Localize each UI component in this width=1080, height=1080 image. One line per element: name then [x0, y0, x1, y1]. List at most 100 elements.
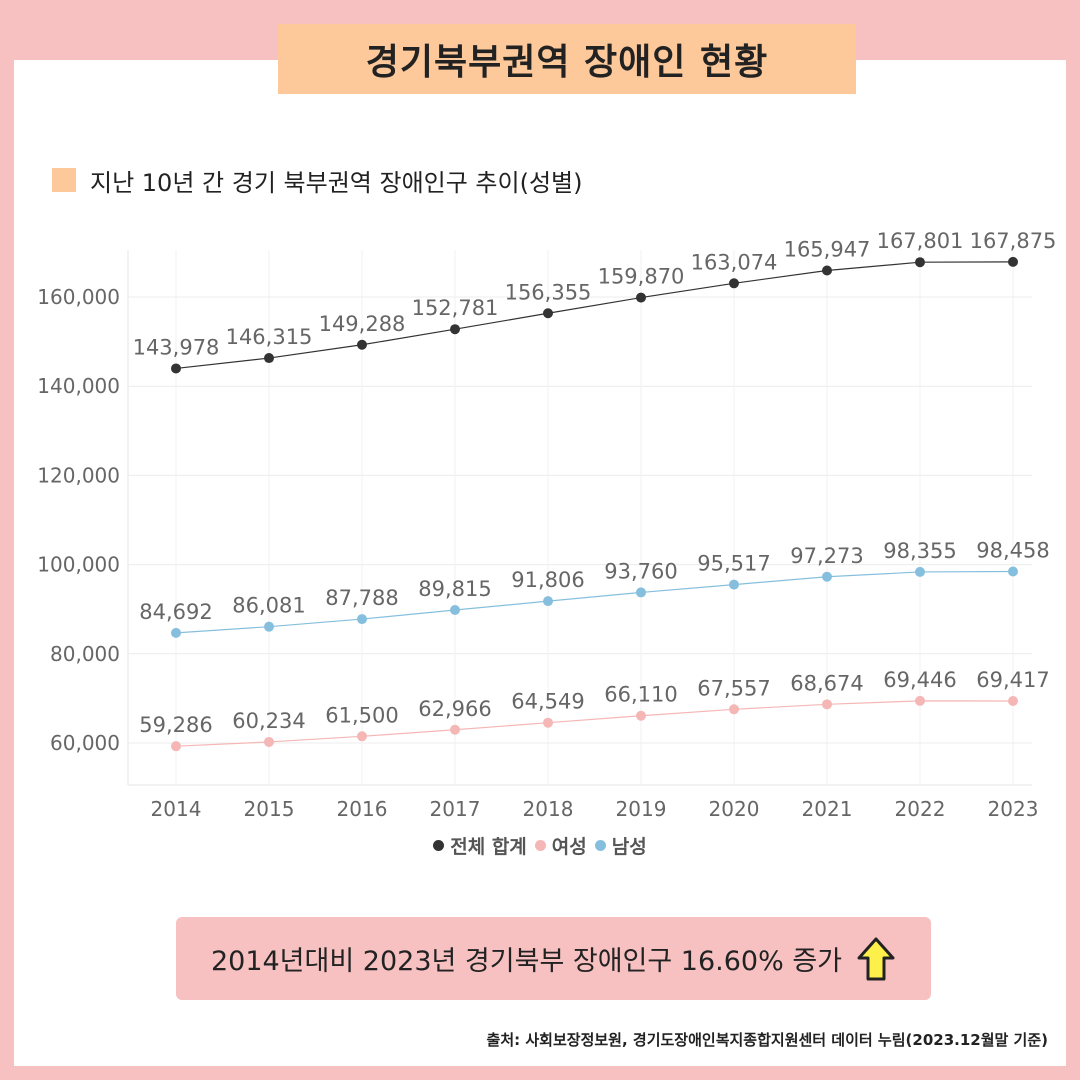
- x-tick-label: 2023: [988, 797, 1039, 821]
- summary-box: 2014년대비 2023년 경기북부 장애인구 16.60% 증가: [176, 917, 931, 1000]
- data-label: 98,458: [976, 538, 1049, 562]
- data-label: 97,273: [790, 544, 863, 568]
- y-tick-label: 160,000: [37, 285, 120, 309]
- data-point: [357, 339, 367, 350]
- legend-dot-icon: [594, 840, 606, 851]
- data-point: [822, 265, 832, 276]
- series-line: [175, 261, 1014, 370]
- x-tick-label: 2022: [895, 797, 946, 821]
- data-label: 69,446: [883, 668, 956, 692]
- data-label: 156,355: [505, 280, 592, 304]
- data-point: [915, 257, 925, 268]
- series-line: [175, 700, 1014, 747]
- data-point: [357, 731, 367, 742]
- data-label: 62,966: [418, 697, 491, 721]
- data-label: 64,549: [511, 690, 584, 714]
- x-tick-label: 2016: [337, 797, 388, 821]
- data-label: 59,286: [139, 713, 212, 737]
- data-point: [1008, 256, 1018, 267]
- data-label: 69,417: [976, 668, 1049, 692]
- legend-label: 남성: [611, 836, 647, 858]
- data-label: 93,760: [604, 559, 677, 583]
- summary-text: 2014년대비 2023년 경기북부 장애인구 16.60% 증가: [210, 946, 843, 977]
- data-label: 98,355: [883, 539, 956, 563]
- data-point: [543, 596, 553, 607]
- data-point: [450, 605, 460, 616]
- data-label: 146,315: [226, 325, 313, 349]
- data-label: 67,557: [697, 676, 770, 700]
- legend-dot-icon: [534, 840, 546, 851]
- legend-item: 여성: [534, 832, 587, 859]
- x-tick-label: 2014: [151, 797, 202, 821]
- y-tick-label: 60,000: [50, 731, 120, 755]
- data-point: [264, 621, 274, 632]
- data-label: 68,674: [790, 671, 863, 695]
- x-tick-label: 2020: [709, 797, 760, 821]
- y-tick-label: 140,000: [37, 374, 120, 398]
- data-point: [915, 566, 925, 577]
- data-point: [171, 741, 181, 752]
- y-tick-label: 80,000: [50, 642, 120, 666]
- data-label: 149,288: [319, 312, 406, 336]
- subtitle-text: 지난 10년 간 경기 북부권역 장애인구 추이(성별): [90, 168, 583, 197]
- legend-label: 전체 합계: [450, 836, 527, 858]
- data-point: [729, 704, 739, 715]
- data-point: [450, 324, 460, 335]
- legend-dot-icon: [433, 840, 445, 851]
- data-label: 159,870: [598, 265, 685, 289]
- data-label: 167,801: [877, 229, 964, 253]
- x-tick-label: 2018: [523, 797, 574, 821]
- legend-item: 전체 합계: [433, 832, 527, 859]
- source-text: 출처: 사회보장정보원, 경기도장애인복지종합지원센터 데이터 누림(2023.…: [486, 1031, 1048, 1049]
- y-tick-label: 100,000: [37, 553, 120, 577]
- data-point: [1008, 566, 1018, 577]
- data-label: 61,500: [325, 703, 398, 727]
- chart-subtitle: 지난 10년 간 경기 북부권역 장애인구 추이(성별): [52, 165, 583, 197]
- data-label: 84,692: [139, 600, 212, 624]
- x-tick-label: 2017: [430, 797, 481, 821]
- data-point: [636, 587, 646, 598]
- data-label: 60,234: [232, 709, 305, 733]
- data-label: 91,806: [511, 568, 584, 592]
- y-tick-label: 120,000: [37, 463, 120, 487]
- data-point: [729, 278, 739, 289]
- data-point: [264, 353, 274, 364]
- data-label: 89,815: [418, 577, 491, 601]
- data-label: 95,517: [697, 552, 770, 576]
- data-point: [264, 736, 274, 747]
- x-tick-label: 2021: [802, 797, 853, 821]
- page-title: 경기북부권역 장애인 현황: [365, 42, 769, 83]
- data-label: 87,788: [325, 586, 398, 610]
- series-line: [175, 570, 1014, 634]
- data-label: 152,781: [412, 296, 499, 320]
- data-point: [171, 363, 181, 374]
- content-card: [14, 60, 1066, 1066]
- data-point: [636, 710, 646, 721]
- data-label: 165,947: [784, 237, 871, 261]
- subtitle-square-icon: [52, 168, 76, 192]
- x-tick-label: 2015: [244, 797, 295, 821]
- x-tick-label: 2019: [616, 797, 667, 821]
- data-point: [729, 579, 739, 590]
- data-label: 163,074: [691, 250, 778, 274]
- data-point: [822, 699, 832, 710]
- legend-item: 남성: [594, 832, 647, 859]
- data-label: 167,875: [970, 229, 1057, 253]
- data-point: [1008, 696, 1018, 707]
- data-label: 66,110: [604, 683, 677, 707]
- legend-label: 여성: [551, 836, 587, 858]
- arrow-up-icon: [857, 937, 895, 980]
- data-point: [171, 627, 181, 638]
- data-point: [543, 717, 553, 728]
- data-label: 143,978: [133, 335, 220, 359]
- data-point: [822, 571, 832, 582]
- data-label: 86,081: [232, 594, 305, 618]
- data-point: [543, 308, 553, 319]
- data-point: [450, 724, 460, 735]
- title-banner: 경기북부권역 장애인 현황: [278, 24, 856, 94]
- chart-legend: 전체 합계 여성 남성: [0, 832, 1080, 859]
- data-point: [357, 614, 367, 625]
- data-point: [915, 695, 925, 706]
- data-point: [636, 292, 646, 303]
